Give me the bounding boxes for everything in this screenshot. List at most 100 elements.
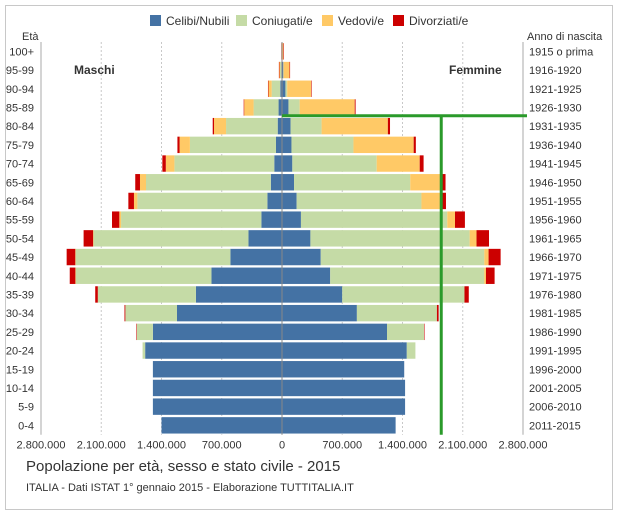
bar-male-celibi-nubili-20-24[interactable] bbox=[145, 342, 282, 359]
bar-male-vedovi-e-90-94[interactable] bbox=[268, 80, 272, 97]
bar-female-coniugati-e-45-49[interactable] bbox=[320, 248, 485, 266]
bar-female-coniugati-e-50-54[interactable] bbox=[310, 230, 470, 247]
bar-female-divorziati-e-50-54[interactable] bbox=[476, 230, 490, 247]
bar-female-celibi-nubili-25-29[interactable] bbox=[282, 323, 388, 341]
bar-male-divorziati-e-55-59[interactable] bbox=[112, 211, 120, 228]
bar-male-vedovi-e-45-49[interactable] bbox=[75, 248, 76, 266]
bar-female-celibi-nubili-20-24[interactable] bbox=[282, 342, 407, 359]
bar-male-celibi-nubili-90-94[interactable] bbox=[280, 80, 282, 97]
bar-male-coniugati-e-75-79[interactable] bbox=[189, 136, 276, 154]
bar-female-celibi-nubili-65-69[interactable] bbox=[282, 174, 295, 191]
bar-female-divorziati-e-40-44[interactable] bbox=[485, 267, 495, 284]
bar-female-divorziati-e-95-99[interactable] bbox=[289, 61, 291, 79]
bar-male-coniugati-e-70-74[interactable] bbox=[174, 155, 275, 172]
bar-male-coniugati-e-40-44[interactable] bbox=[75, 267, 212, 284]
bar-female-celibi-nubili-35-39[interactable] bbox=[282, 286, 343, 303]
bar-female-coniugati-e-30-34[interactable] bbox=[356, 304, 437, 322]
bar-female-celibi-nubili-75-79[interactable] bbox=[282, 136, 292, 154]
bar-female-divorziati-e-45-49[interactable] bbox=[488, 248, 501, 266]
bar-female-vedovi-e-75-79[interactable] bbox=[353, 136, 414, 154]
bar-female-vedovi-e-45-49[interactable] bbox=[484, 248, 489, 266]
bar-female-coniugati-e-65-69[interactable] bbox=[294, 174, 411, 191]
bar-male-divorziati-e-65-69[interactable] bbox=[135, 174, 140, 191]
bar-male-divorziati-e-95-99[interactable] bbox=[278, 61, 280, 79]
bar-male-vedovi-e-80-84[interactable] bbox=[214, 117, 227, 135]
bar-male-celibi-nubili-40-44[interactable] bbox=[211, 267, 282, 284]
bar-male-divorziati-e-45-49[interactable] bbox=[66, 248, 76, 266]
bar-male-coniugati-e-35-39[interactable] bbox=[97, 286, 196, 303]
bar-male-divorziati-e-35-39[interactable] bbox=[95, 286, 98, 303]
bar-male-coniugati-e-30-34[interactable] bbox=[125, 304, 177, 322]
bar-male-coniugati-e-55-59[interactable] bbox=[121, 211, 262, 228]
bar-female-divorziati-e-35-39[interactable] bbox=[464, 286, 469, 303]
bar-male-coniugati-e-95-99[interactable] bbox=[280, 61, 282, 79]
bar-female-divorziati-e-25-29[interactable] bbox=[424, 323, 425, 341]
bar-female-celibi-nubili-5-9[interactable] bbox=[282, 398, 406, 415]
bar-female-vedovi-e-85-89[interactable] bbox=[299, 99, 355, 116]
bar-female-vedovi-e-95-99[interactable] bbox=[283, 61, 290, 79]
bar-male-coniugati-e-25-29[interactable] bbox=[136, 323, 153, 341]
bar-male-celibi-nubili-60-64[interactable] bbox=[267, 192, 282, 210]
bar-male-vedovi-e-75-79[interactable] bbox=[179, 136, 190, 154]
bar-female-coniugati-e-75-79[interactable] bbox=[291, 136, 354, 154]
bar-male-vedovi-e-60-64[interactable] bbox=[133, 192, 138, 210]
bar-female-vedovi-e-65-69[interactable] bbox=[410, 174, 441, 191]
bar-female-coniugati-e-20-24[interactable] bbox=[406, 342, 416, 359]
bar-male-celibi-nubili-80-84[interactable] bbox=[277, 117, 282, 135]
bar-male-divorziati-e-50-54[interactable] bbox=[83, 230, 94, 247]
bar-male-vedovi-e-50-54[interactable] bbox=[93, 230, 94, 247]
bar-female-celibi-nubili-45-49[interactable] bbox=[282, 248, 321, 266]
bar-male-celibi-nubili-0-4[interactable] bbox=[161, 417, 283, 434]
bar-female-vedovi-e-60-64[interactable] bbox=[421, 192, 441, 210]
bar-female-coniugati-e-40-44[interactable] bbox=[330, 267, 485, 284]
bar-male-vedovi-e-95-99[interactable] bbox=[278, 61, 281, 79]
bar-male-divorziati-e-30-34[interactable] bbox=[124, 304, 126, 322]
bar-male-coniugati-e-90-94[interactable] bbox=[271, 80, 281, 97]
bar-female-divorziati-e-90-94[interactable] bbox=[311, 80, 312, 97]
bar-male-celibi-nubili-10-14[interactable] bbox=[152, 379, 282, 397]
bar-male-celibi-nubili-30-34[interactable] bbox=[176, 304, 282, 322]
bar-female-divorziati-e-30-34[interactable] bbox=[436, 304, 439, 322]
bar-male-vedovi-e-55-59[interactable] bbox=[119, 211, 122, 228]
bar-male-celibi-nubili-50-54[interactable] bbox=[248, 230, 282, 247]
bar-male-divorziati-e-90-94[interactable] bbox=[267, 80, 269, 97]
bar-female-celibi-nubili-15-19[interactable] bbox=[282, 361, 405, 378]
bar-male-coniugati-e-60-64[interactable] bbox=[137, 192, 268, 210]
bar-male-celibi-nubili-25-29[interactable] bbox=[152, 323, 282, 341]
bar-female-divorziati-e-75-79[interactable] bbox=[413, 136, 416, 154]
bar-male-celibi-nubili-5-9[interactable] bbox=[152, 398, 282, 415]
bar-male-divorziati-e-85-89[interactable] bbox=[243, 99, 245, 116]
bar-male-divorziati-e-70-74[interactable] bbox=[162, 155, 166, 172]
bar-male-coniugati-e-45-49[interactable] bbox=[75, 248, 231, 266]
bar-female-divorziati-e-55-59[interactable] bbox=[455, 211, 465, 228]
bar-female-coniugati-e-70-74[interactable] bbox=[292, 155, 377, 172]
bar-female-vedovi-e-40-44[interactable] bbox=[484, 267, 486, 284]
bar-female-coniugati-e-90-94[interactable] bbox=[285, 80, 288, 97]
bar-female-divorziati-e-80-84[interactable] bbox=[387, 117, 391, 135]
bar-male-celibi-nubili-70-74[interactable] bbox=[274, 155, 282, 172]
bar-female-divorziati-e-65-69[interactable] bbox=[440, 174, 446, 191]
bar-male-celibi-nubili-85-89[interactable] bbox=[278, 99, 282, 116]
bar-male-celibi-nubili-45-49[interactable] bbox=[230, 248, 282, 266]
bar-female-divorziati-e-70-74[interactable] bbox=[419, 155, 424, 172]
bar-female-coniugati-e-80-84[interactable] bbox=[290, 117, 322, 135]
bar-female-vedovi-e-50-54[interactable] bbox=[469, 230, 477, 247]
bar-male-coniugati-e-50-54[interactable] bbox=[93, 230, 249, 247]
bar-female-vedovi-e-90-94[interactable] bbox=[287, 80, 312, 97]
bar-male-coniugati-e-65-69[interactable] bbox=[146, 174, 271, 191]
bar-female-vedovi-e-80-84[interactable] bbox=[321, 117, 388, 135]
bar-female-celibi-nubili-95-99[interactable] bbox=[282, 61, 284, 79]
bar-male-vedovi-e-70-74[interactable] bbox=[165, 155, 175, 172]
bar-female-coniugati-e-85-89[interactable] bbox=[288, 99, 300, 116]
bar-female-vedovi-e-55-59[interactable] bbox=[447, 211, 456, 228]
bar-female-celibi-nubili-60-64[interactable] bbox=[282, 192, 297, 210]
bar-female-coniugati-e-35-39[interactable] bbox=[342, 286, 465, 303]
bar-female-coniugati-e-25-29[interactable] bbox=[387, 323, 425, 341]
bar-male-celibi-nubili-65-69[interactable] bbox=[270, 174, 282, 191]
bar-female-divorziati-e-60-64[interactable] bbox=[440, 192, 446, 210]
bar-male-coniugati-e-85-89[interactable] bbox=[253, 99, 279, 116]
bar-male-coniugati-e-20-24[interactable] bbox=[142, 342, 146, 359]
bar-female-celibi-nubili-40-44[interactable] bbox=[282, 267, 331, 284]
bar-female-celibi-nubili-90-94[interactable] bbox=[282, 80, 286, 97]
bar-female-divorziati-e-85-89[interactable] bbox=[354, 99, 356, 116]
